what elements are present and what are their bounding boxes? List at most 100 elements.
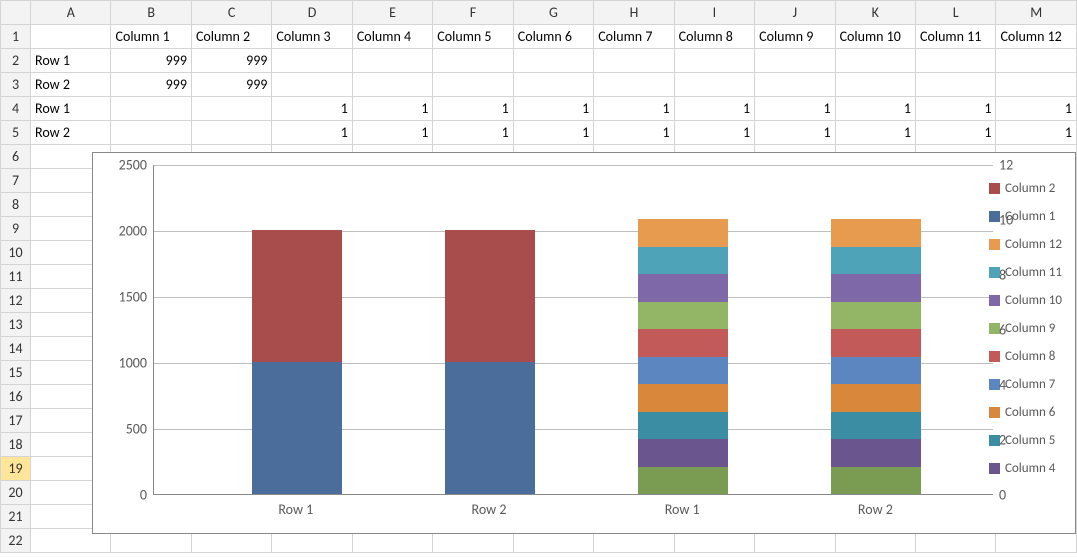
cell[interactable] xyxy=(996,73,1077,97)
chart-bar-stack[interactable] xyxy=(445,230,535,494)
row-header[interactable]: 9 xyxy=(1,217,31,241)
cell[interactable]: Column 3 xyxy=(272,25,352,49)
cell[interactable]: 1 xyxy=(433,97,513,121)
col-header[interactable]: E xyxy=(352,1,432,25)
chart-bar-stack[interactable] xyxy=(831,219,921,494)
cell[interactable]: Column 4 xyxy=(352,25,432,49)
cell[interactable] xyxy=(272,49,352,73)
row-header[interactable]: 20 xyxy=(1,481,31,505)
cell[interactable]: 1 xyxy=(916,121,996,145)
row-header[interactable]: 4 xyxy=(1,97,31,121)
cell[interactable]: Row 2 xyxy=(31,121,111,145)
cell[interactable]: 1 xyxy=(916,97,996,121)
legend-item[interactable]: Column 6 xyxy=(989,405,1069,420)
column-header-row[interactable]: A B C D E F G H I J K L M xyxy=(1,1,1077,25)
row-header[interactable]: 17 xyxy=(1,409,31,433)
chart-bar-segment[interactable] xyxy=(831,357,921,385)
cell[interactable]: Column 6 xyxy=(513,25,593,49)
embedded-chart[interactable]: Column 2Column 1Column 12Column 11Column… xyxy=(92,152,1076,534)
cell[interactable]: 1 xyxy=(272,121,352,145)
chart-bar-segment[interactable] xyxy=(638,219,728,247)
chart-bar-segment[interactable] xyxy=(638,247,728,275)
col-header[interactable]: C xyxy=(191,1,271,25)
col-header[interactable]: F xyxy=(433,1,513,25)
chart-bar-segment[interactable] xyxy=(638,412,728,440)
chart-bar-segment[interactable] xyxy=(638,274,728,302)
row-header[interactable]: 16 xyxy=(1,385,31,409)
cell[interactable]: 999 xyxy=(191,49,271,73)
cell[interactable]: 1 xyxy=(594,97,674,121)
cell[interactable] xyxy=(996,49,1077,73)
cell[interactable] xyxy=(111,97,191,121)
cell[interactable]: 1 xyxy=(433,121,513,145)
cell[interactable]: Column 12 xyxy=(996,25,1077,49)
cell[interactable]: Row 1 xyxy=(31,97,111,121)
chart-bar-segment[interactable] xyxy=(638,467,728,495)
cell[interactable] xyxy=(191,97,271,121)
grid-row[interactable]: 4Row 11111111111 xyxy=(1,97,1077,121)
cell[interactable]: 1 xyxy=(513,97,593,121)
col-header[interactable]: G xyxy=(513,1,593,25)
col-header[interactable]: B xyxy=(111,1,191,25)
cell[interactable]: 1 xyxy=(996,97,1077,121)
chart-bar-segment[interactable] xyxy=(445,362,535,494)
grid-row[interactable]: 2Row 1999999 xyxy=(1,49,1077,73)
cell[interactable] xyxy=(674,73,754,97)
chart-bar-segment[interactable] xyxy=(638,302,728,330)
cell[interactable] xyxy=(916,49,996,73)
cell[interactable] xyxy=(433,73,513,97)
cell[interactable] xyxy=(272,73,352,97)
legend-item[interactable]: Column 8 xyxy=(989,349,1069,364)
chart-bar-segment[interactable] xyxy=(831,274,921,302)
row-header[interactable]: 6 xyxy=(1,145,31,169)
cell[interactable]: 1 xyxy=(755,97,835,121)
row-header[interactable]: 5 xyxy=(1,121,31,145)
cell[interactable]: 1 xyxy=(352,121,432,145)
col-header[interactable]: J xyxy=(755,1,835,25)
chart-bar-segment[interactable] xyxy=(831,247,921,275)
col-header[interactable]: D xyxy=(272,1,352,25)
cell[interactable] xyxy=(594,73,674,97)
row-header[interactable]: 10 xyxy=(1,241,31,265)
chart-bar-stack[interactable] xyxy=(252,230,342,494)
cell[interactable]: 1 xyxy=(594,121,674,145)
col-header[interactable]: I xyxy=(674,1,754,25)
cell[interactable] xyxy=(433,49,513,73)
chart-bar-segment[interactable] xyxy=(252,230,342,362)
cell[interactable] xyxy=(513,73,593,97)
chart-bar-segment[interactable] xyxy=(831,439,921,467)
cell[interactable]: Column 9 xyxy=(755,25,835,49)
cell[interactable] xyxy=(111,121,191,145)
grid-row[interactable]: 1Column 1Column 2Column 3Column 4Column … xyxy=(1,25,1077,49)
row-header[interactable]: 13 xyxy=(1,313,31,337)
cell[interactable] xyxy=(755,49,835,73)
cell[interactable]: Column 8 xyxy=(674,25,754,49)
cell[interactable] xyxy=(191,121,271,145)
chart-bar-segment[interactable] xyxy=(638,329,728,357)
cell[interactable] xyxy=(916,73,996,97)
cell[interactable]: 1 xyxy=(352,97,432,121)
row-header[interactable]: 3 xyxy=(1,73,31,97)
row-header[interactable]: 8 xyxy=(1,193,31,217)
chart-bar-segment[interactable] xyxy=(252,362,342,494)
select-all-corner[interactable] xyxy=(1,1,31,25)
row-header[interactable]: 18 xyxy=(1,433,31,457)
row-header[interactable]: 14 xyxy=(1,337,31,361)
row-header[interactable]: 7 xyxy=(1,169,31,193)
chart-bar-stack[interactable] xyxy=(638,219,728,494)
cell[interactable] xyxy=(755,73,835,97)
row-header[interactable]: 1 xyxy=(1,25,31,49)
cell[interactable]: Column 10 xyxy=(835,25,915,49)
legend-item[interactable]: Column 10 xyxy=(989,293,1069,308)
col-header[interactable]: L xyxy=(916,1,996,25)
legend-item[interactable]: Column 12 xyxy=(989,237,1069,252)
row-header[interactable]: 19 xyxy=(1,457,31,481)
cell[interactable] xyxy=(835,49,915,73)
cell[interactable]: Column 2 xyxy=(191,25,271,49)
chart-bar-segment[interactable] xyxy=(638,384,728,412)
col-header[interactable]: A xyxy=(31,1,111,25)
chart-bar-segment[interactable] xyxy=(831,329,921,357)
cell[interactable] xyxy=(513,49,593,73)
cell[interactable]: 1 xyxy=(835,97,915,121)
row-header[interactable]: 11 xyxy=(1,265,31,289)
